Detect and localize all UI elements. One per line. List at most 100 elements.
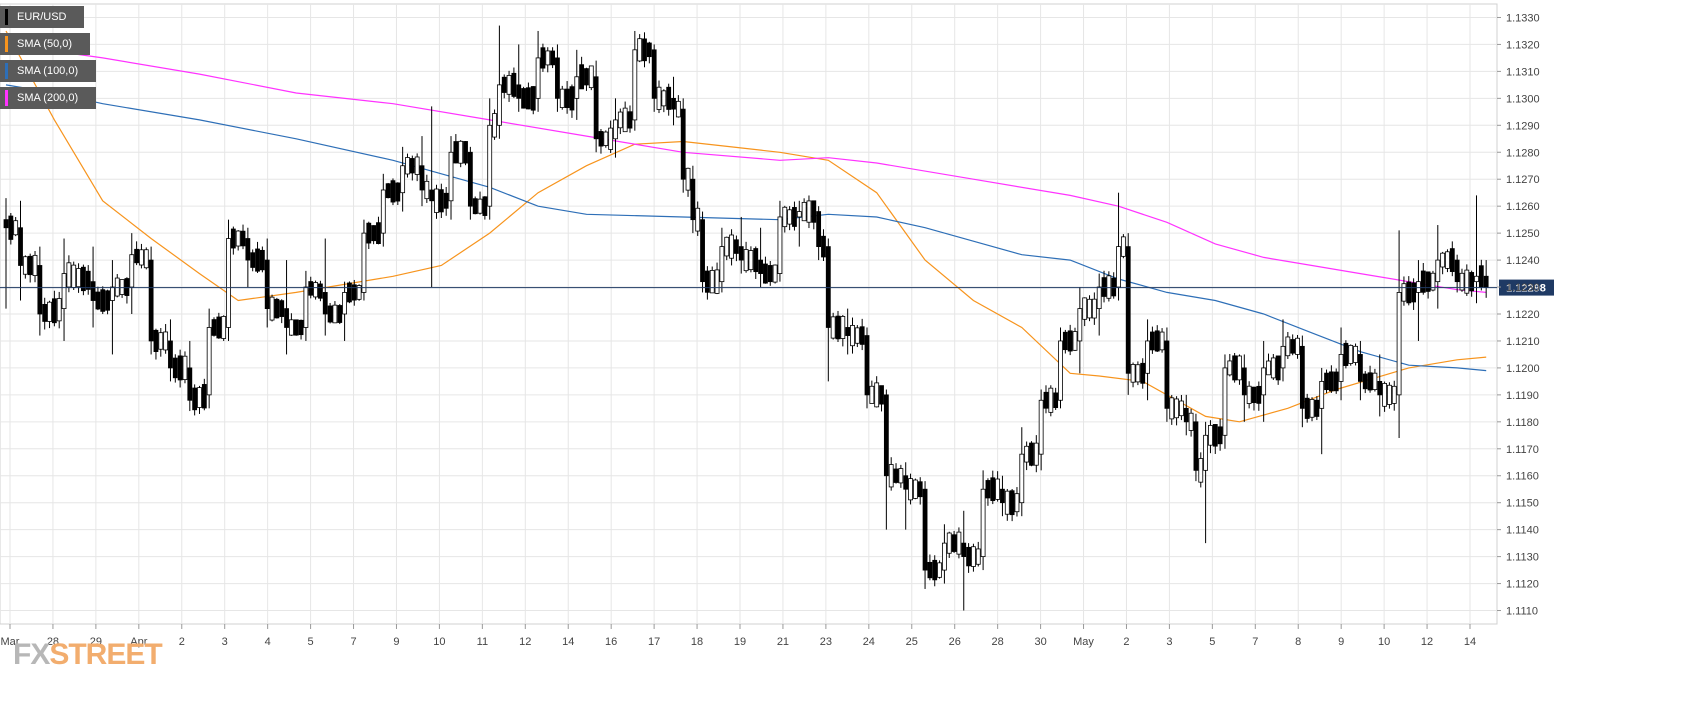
candle-body [511, 72, 517, 97]
candle-body [1169, 397, 1175, 420]
candle-body [1067, 330, 1073, 352]
x-tick-label: 5 [1209, 636, 1215, 648]
candle-body [458, 140, 464, 164]
candle-body [1159, 331, 1165, 351]
candle-body [395, 182, 401, 202]
candle-body [753, 248, 759, 273]
candle-body [1145, 340, 1150, 374]
candle-body [1208, 425, 1213, 446]
candle-body [1237, 355, 1242, 381]
candle-body [971, 546, 976, 567]
candle-body [1483, 275, 1489, 288]
candle-body [80, 266, 86, 292]
candle-body [76, 268, 81, 288]
candle-body [1430, 272, 1436, 291]
candle-body [463, 141, 468, 164]
x-tick-label: 10 [1378, 636, 1390, 648]
candle-body [821, 235, 826, 258]
candle-body [792, 207, 797, 227]
chart-legend: EUR/USD SMA (50,0) SMA (100,0) SMA (200,… [0, 6, 96, 114]
candle-body [908, 478, 913, 501]
candle-body [506, 75, 512, 95]
candle-body [680, 108, 686, 180]
candle-body [1478, 265, 1484, 288]
candle-body [937, 562, 942, 578]
candle-body [95, 291, 101, 310]
candle-body [550, 50, 555, 66]
candle-body [124, 278, 130, 296]
candle-body [414, 156, 420, 175]
y-tick-label: 1.1110 [1506, 606, 1538, 618]
current-price: 1.12298 [0, 279, 1554, 296]
legend-sma-100: SMA (100,0) [0, 60, 96, 82]
candle-body [758, 259, 763, 274]
candle-body [1135, 364, 1141, 383]
x-tick-label: 30 [1034, 636, 1046, 648]
x-tick-label: Apr [130, 636, 147, 648]
candle-body [714, 269, 720, 294]
candle-body [719, 246, 725, 283]
candle-body [622, 107, 628, 133]
candle-body [487, 124, 493, 207]
candle-body [1367, 372, 1373, 391]
candle-body [675, 100, 681, 118]
fxstreet-logo: FXSTREET [13, 638, 163, 672]
x-tick-label: 10 [433, 636, 445, 648]
candle-body [434, 188, 439, 213]
y-tick-label: 1.1140 [1506, 525, 1539, 537]
candle-body [332, 304, 338, 324]
candle-body [8, 215, 14, 240]
candle-body [942, 542, 947, 571]
y-tick-label: 1.1180 [1506, 417, 1539, 429]
candle-body [1261, 367, 1267, 396]
candle-body [637, 38, 643, 62]
candle-body [177, 355, 183, 381]
candle-body [1464, 269, 1470, 294]
candle-body [1183, 407, 1189, 423]
candle-body [1362, 373, 1368, 390]
candle-body [564, 88, 570, 109]
candle-body [259, 249, 265, 271]
candle-body [617, 111, 623, 129]
legend-eurusd-swatch [5, 9, 8, 25]
candle-body [1198, 458, 1204, 483]
candle-body [1440, 252, 1446, 268]
candle-body [284, 308, 289, 328]
candle-body [845, 327, 851, 336]
candle-body [1140, 362, 1146, 384]
candle-body [158, 332, 164, 350]
candle-body [816, 211, 822, 248]
candle-body [1387, 384, 1392, 405]
candle-body [1043, 391, 1049, 409]
candle-body [782, 206, 788, 228]
candle-body [85, 270, 91, 290]
candle-body [274, 298, 280, 319]
y-tick-label: 1.1210 [1506, 336, 1540, 348]
candle-body [201, 384, 207, 409]
x-tick-label: 9 [393, 636, 399, 648]
candle-body [356, 285, 362, 300]
y-tick-label: 1.1150 [1506, 498, 1539, 510]
candle-body [1295, 337, 1300, 355]
candle-body [763, 263, 768, 284]
candle-body [1280, 345, 1286, 369]
candle-body [1203, 434, 1209, 471]
candle-body [288, 319, 294, 336]
candlesticks [3, 25, 1489, 611]
candle-body [172, 357, 178, 379]
axes: 1.1110 1.1120 1.1130 1.1140 1.1150 1.1160 1.11… [1, 12, 1540, 648]
candle-body [1111, 277, 1117, 297]
candle-body [709, 270, 715, 294]
candle-body [1290, 339, 1296, 354]
candle-body [990, 477, 996, 502]
candle-body [1096, 286, 1102, 310]
x-tick-label: 14 [562, 636, 574, 648]
candle-body [298, 319, 304, 336]
candle-body [956, 531, 962, 555]
candle-body [535, 57, 541, 99]
candle-body [13, 220, 19, 236]
candle-body [129, 254, 135, 288]
candle-body [1241, 367, 1247, 396]
candle-body [840, 316, 846, 339]
candle-body [318, 283, 323, 299]
